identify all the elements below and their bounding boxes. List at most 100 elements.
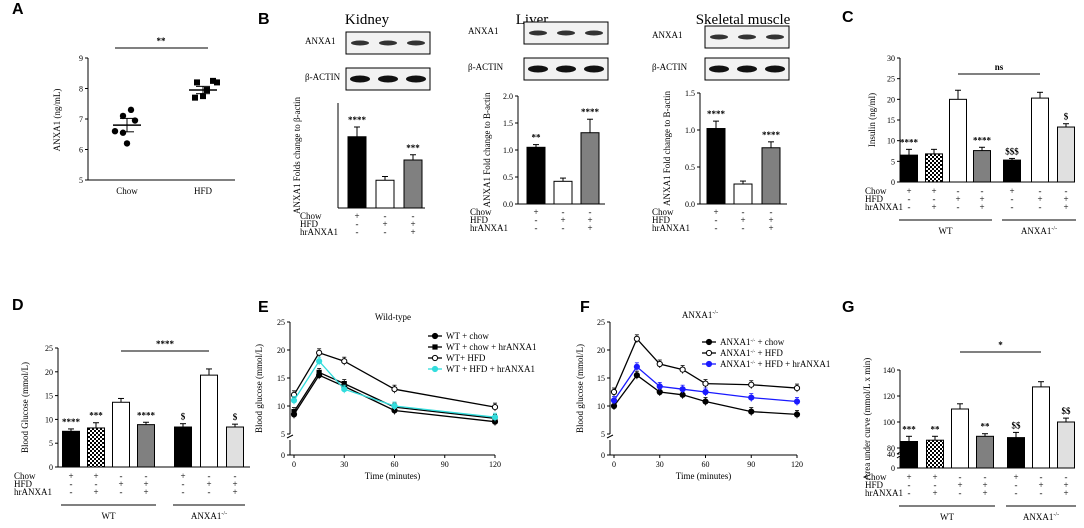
significance-label: ****: [900, 137, 919, 147]
bar: [951, 408, 969, 469]
condition-mark: +: [382, 219, 387, 229]
panel-f: 5 10 15 20 25 00 30 60 90 120 Time (minutes) Blood …: [575, 310, 830, 481]
condition-mark: +: [906, 472, 911, 482]
condition-mark: -: [182, 487, 185, 497]
condition-mark: -: [715, 223, 718, 233]
x-tick-label: 0: [292, 460, 296, 469]
x-axis-label: Time (minutes): [365, 471, 420, 481]
condition-mark: +: [955, 194, 960, 204]
y-tick-label: 100: [883, 418, 895, 427]
significance-label: **: [981, 422, 991, 432]
data-marker: [391, 386, 398, 393]
significance-label: ***: [406, 143, 420, 153]
condition-mark: +: [587, 215, 592, 225]
data-point: [192, 94, 198, 101]
y-tick-label: 1.0: [685, 126, 695, 135]
y-tick-label: 10: [45, 415, 53, 424]
significance-label: $$: [1012, 420, 1022, 430]
condition-label: Chow: [865, 186, 887, 196]
significance-label: ****: [137, 410, 156, 420]
condition-label: hrANXA1: [865, 202, 903, 212]
y-tick-label: 5: [281, 430, 285, 439]
chart-title-superscript: -/-: [712, 310, 718, 316]
bar: [1057, 421, 1075, 469]
y-axis-label-group: ANXA1 Folds change to β-actin: [292, 96, 302, 214]
bar: [1057, 126, 1075, 183]
data-marker: [432, 344, 438, 350]
y-tick-label: 10: [887, 137, 895, 146]
significance-label: ***: [89, 411, 103, 421]
y-tick-label: 15: [277, 374, 285, 383]
y-axis-label-group: Insulin (ng/ml): [867, 93, 877, 147]
data-point: [119, 112, 127, 120]
y-axis-label: ANXA1 (ng/mL): [52, 89, 62, 152]
panel-b-muscle: Skeletal muscle ANXA1 β-ACTIN 0.0 0.5 1.0 1.5 A…: [652, 12, 791, 233]
y-tick-label: 0: [891, 464, 895, 473]
condition-mark: -: [908, 480, 911, 490]
data-marker: [702, 398, 709, 405]
actin-band: [378, 75, 398, 83]
blot-title: Skeletal muscle: [696, 12, 791, 28]
blot-label-actin: β-ACTIN: [305, 72, 341, 82]
data-marker: [793, 411, 801, 418]
significance-label: ****: [973, 135, 992, 145]
significance-label: $$: [1062, 406, 1072, 416]
y-tick-label: 25: [597, 318, 605, 327]
panel-e: 5 10 15 20 25 00 30 60 90 120 Time (minutes) Blood …: [254, 312, 536, 481]
data-marker: [748, 408, 755, 415]
significance-label: $: [1064, 112, 1069, 122]
y-tick-label: 5: [79, 176, 83, 185]
y-tick-label: 0.5: [685, 163, 695, 172]
y-tick-label: 0.0: [503, 200, 513, 209]
y-tick-label: 0: [49, 463, 53, 472]
legend-label: ANXA1-/- + HFD: [720, 348, 783, 358]
data-point: [111, 128, 119, 135]
y-tick-label: 15: [597, 374, 605, 383]
y-tick-label: 0.0: [685, 200, 695, 209]
condition-mark: +: [354, 211, 359, 221]
condition-mark: -: [1011, 202, 1014, 212]
significance-label: ****: [348, 115, 367, 125]
data-marker: [702, 388, 709, 396]
data-marker: [316, 349, 323, 356]
x-tick-label: 120: [791, 460, 803, 469]
condition-mark: -: [70, 479, 73, 489]
y-tick-label: 0: [891, 178, 895, 187]
condition-label: hrANXA1: [865, 488, 903, 498]
y-tick-label: 2.0: [503, 92, 513, 101]
condition-mark: +: [68, 471, 73, 481]
y-tick-label: 1.5: [685, 89, 695, 98]
condition-mark: +: [410, 219, 415, 229]
x-axis-label: Time (minutes): [676, 471, 731, 481]
bar: [226, 426, 244, 468]
y-axis-label-group: Blood glucose (mmol/L): [575, 344, 585, 433]
condition-mark: -: [1040, 472, 1043, 482]
condition-mark: -: [742, 207, 745, 217]
condition-label: HFD: [865, 194, 884, 204]
condition-mark: -: [234, 471, 237, 481]
y-axis-label: Blood glucose (mmol/L): [575, 344, 585, 433]
condition-mark: +: [740, 215, 745, 225]
y-tick-label-zero: 0: [601, 451, 605, 460]
data-marker: [633, 335, 640, 342]
legend-label-rest: + chow: [755, 337, 785, 347]
group-label-superscript: -/-: [221, 511, 227, 517]
condition-mark: +: [1037, 194, 1042, 204]
condition-mark: -: [535, 223, 538, 233]
actin-band: [765, 65, 785, 73]
condition-mark: +: [1009, 186, 1014, 196]
anxa1-band: [738, 34, 756, 40]
x-tick-label: 30: [340, 460, 348, 469]
legend-label: ANXA1-/- + chow: [720, 337, 785, 347]
x-tick-label: 30: [656, 460, 664, 469]
legend-label-text: ANXA1: [720, 337, 751, 347]
y-tick-label: 1.0: [503, 146, 513, 155]
bar: [1032, 386, 1050, 469]
data-marker: [316, 369, 322, 375]
condition-mark: -: [742, 223, 745, 233]
y-tick-label: 120: [883, 392, 895, 401]
significance-label: ****: [707, 109, 726, 119]
condition-mark: +: [931, 202, 936, 212]
y-tick-label: 20: [887, 95, 895, 104]
